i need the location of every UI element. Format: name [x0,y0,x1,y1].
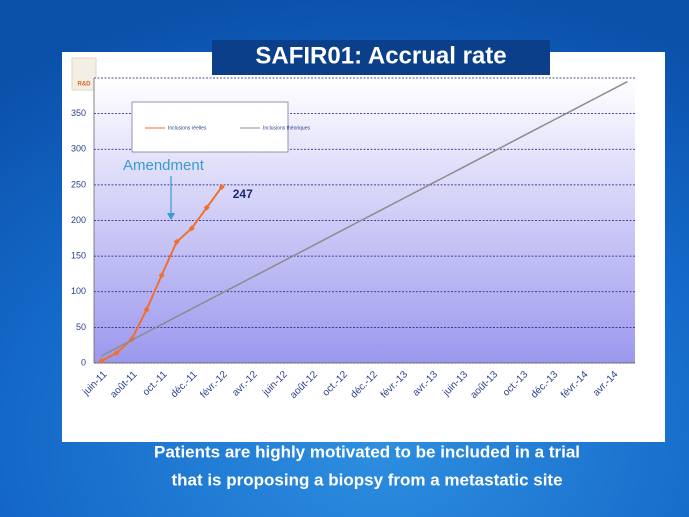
y-tick-label: 250 [71,179,86,189]
data-point [188,225,195,232]
data-point [143,306,150,313]
caption: that is proposing a biopsy from a metast… [171,470,562,489]
data-point [203,204,210,211]
y-tick-label: 200 [71,215,86,225]
data-point [98,357,105,364]
annotation-arrowhead [167,213,175,220]
title-box [212,40,550,75]
y-tick-label: 150 [71,251,86,261]
data-point [173,238,180,245]
annotation: Amendment [123,157,205,174]
data-point [218,184,225,191]
legend-label: Inclusions réelles [168,125,207,131]
data-label: 247 [233,187,253,201]
logo [71,57,97,91]
y-tick-label: 50 [76,322,86,332]
logo-text: R&D [78,82,92,88]
legend [131,101,289,153]
data-point [158,272,165,279]
chart-title: SAFIR01: Accrual rate [255,42,506,69]
y-tick-label: 100 [71,286,86,296]
legend-label: Inclusions théoriques [263,125,310,131]
series-line [101,80,628,357]
y-tick-label: 300 [71,144,86,154]
caption: Patients are highly motivated to be incl… [154,442,580,461]
y-tick-label: 350 [71,108,86,118]
y-tick-label: 0 [81,357,86,367]
data-point [113,350,120,357]
